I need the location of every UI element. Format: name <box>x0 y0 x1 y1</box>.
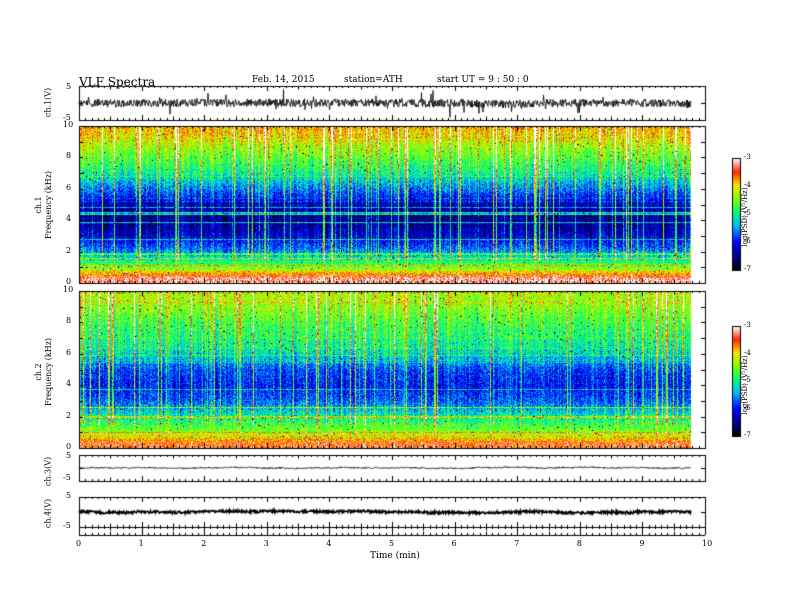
x-tick-label: 1 <box>138 539 144 548</box>
freq-tick-label: 0 <box>66 277 72 286</box>
freq-tick-label: 10 <box>63 285 74 294</box>
x-tick-label: 8 <box>576 539 582 548</box>
colorbar-tick-label: -4 <box>744 348 751 357</box>
colorbar-tick-label: -5 <box>744 376 751 384</box>
x-tick-label: 0 <box>76 539 82 548</box>
freq-tick-label: 8 <box>66 151 72 161</box>
x-tick-label: 3 <box>263 539 269 548</box>
spec1-ylabel-line1: ch.1 <box>34 196 43 214</box>
ch1-ylabel: ch.1(V) <box>43 87 53 118</box>
figure-title: VLF Spectra <box>79 75 156 89</box>
spec1-ylabel: ch.1 Frequency (kHz) <box>34 145 54 265</box>
colorbar-tick-label: -3 <box>744 153 751 161</box>
spec1-ylabel-line2: Frequency (kHz) <box>44 170 53 240</box>
ch4-ytick-label: -5 <box>63 521 71 530</box>
station-label: station=ATH <box>344 75 403 85</box>
freq-tick-label: 6 <box>66 182 72 192</box>
x-axis-label: Time (min) <box>370 551 420 561</box>
colorbar-tick-label: -6 <box>744 237 751 245</box>
start-time-label: start UT = 9 : 50 : 0 <box>437 75 529 85</box>
x-tick-label: 5 <box>389 539 395 548</box>
freq-tick-label: 6 <box>66 347 72 357</box>
ch4-ylabel: ch.4(V) <box>43 498 53 529</box>
freq-tick-label: 4 <box>66 214 72 224</box>
x-tick-label: 4 <box>326 539 332 548</box>
ch4-ytick-label: 5 <box>66 491 72 500</box>
ch3-ytick-label: -5 <box>63 473 71 482</box>
x-tick-label: 6 <box>451 539 457 548</box>
colorbar-tick-label: -7 <box>744 265 751 273</box>
ch1-ytick-label: 5 <box>66 82 72 91</box>
date-label: Feb. 14, 2015 <box>252 75 315 85</box>
colorbar-tick-label: -4 <box>744 181 751 189</box>
freq-tick-label: 10 <box>63 120 74 129</box>
spec2-ylabel-line2: Frequency (kHz) <box>44 337 53 407</box>
freq-tick-label: 2 <box>66 410 72 420</box>
spec2-ylabel: ch.2 Frequency (kHz) <box>34 312 54 432</box>
colorbar-tick-label: -3 <box>744 321 751 329</box>
x-tick-label: 9 <box>639 539 645 548</box>
colorbar-tick-label: -6 <box>744 403 751 412</box>
freq-tick-label: 0 <box>66 442 72 451</box>
x-tick-label: 7 <box>514 539 520 548</box>
freq-tick-label: 4 <box>66 379 72 389</box>
spec2-ylabel-line1: ch.2 <box>34 363 43 381</box>
x-tick-label: 10 <box>702 539 713 548</box>
x-tick-label: 2 <box>201 539 207 548</box>
ch1-ytick-label: -5 <box>63 113 71 122</box>
freq-tick-label: 2 <box>66 245 72 255</box>
freq-tick-label: 8 <box>66 316 72 326</box>
colorbar-tick-label: -5 <box>744 209 751 217</box>
ch3-ytick-label: 5 <box>66 451 72 460</box>
colorbar-tick-label: -7 <box>744 431 751 439</box>
